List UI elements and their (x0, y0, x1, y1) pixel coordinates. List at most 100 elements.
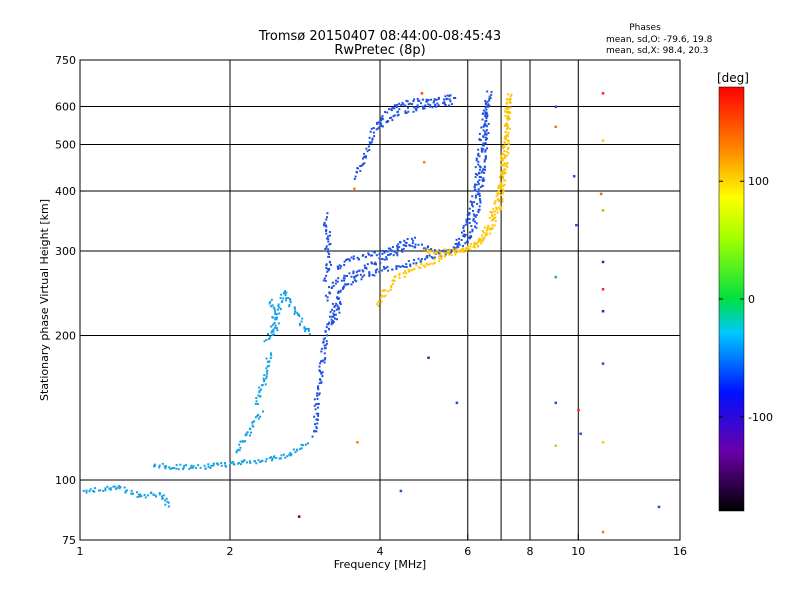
data-point (102, 489, 105, 492)
data-point (337, 306, 340, 309)
data-point (401, 265, 404, 267)
data-point (391, 106, 394, 109)
data-point (429, 104, 432, 107)
data-point (320, 360, 322, 363)
data-point (289, 299, 292, 302)
data-point (500, 208, 502, 211)
data-point (275, 457, 278, 460)
data-point (375, 303, 378, 306)
data-point (165, 497, 168, 500)
data-point (417, 99, 420, 102)
data-point (340, 265, 343, 268)
data-point (339, 289, 342, 292)
data-point (508, 101, 511, 104)
data-point (476, 180, 479, 183)
colorbar-label: [deg] (717, 71, 749, 85)
data-point (414, 246, 417, 249)
data-point (484, 142, 487, 145)
data-point (365, 266, 367, 269)
x-axis-ticks: 1 2 4 6 8 10 16 (77, 534, 687, 558)
data-point (324, 330, 327, 333)
data-point (473, 242, 476, 245)
data-point (354, 175, 357, 178)
data-point (326, 296, 329, 299)
data-point (282, 297, 285, 300)
data-point (336, 280, 339, 283)
y-axis-ticks: 75 100 200 300 400 500 600 750 (55, 54, 86, 547)
data-point (488, 97, 491, 100)
data-point (501, 188, 504, 191)
data-point (395, 265, 398, 268)
data-point (489, 211, 492, 213)
data-point (395, 266, 398, 269)
data-point (489, 227, 492, 230)
data-point (469, 245, 472, 248)
data-point (475, 159, 478, 162)
data-point (503, 141, 506, 144)
data-point (506, 116, 509, 119)
data-point (434, 103, 436, 106)
data-point (340, 279, 343, 282)
data-point (323, 221, 326, 224)
data-point (319, 378, 321, 381)
data-point (494, 220, 497, 223)
data-point (300, 447, 303, 450)
data-point (265, 377, 268, 380)
data-point (276, 308, 279, 311)
data-point (395, 106, 398, 108)
data-point (476, 190, 479, 193)
data-point (507, 140, 510, 142)
data-point (359, 273, 362, 276)
data-point (89, 488, 92, 491)
data-point (298, 315, 301, 318)
data-point (480, 176, 483, 179)
data-point (474, 183, 476, 186)
data-point (446, 249, 449, 252)
data-point (317, 385, 320, 388)
data-point (479, 201, 482, 204)
data-point (465, 249, 468, 252)
data-point (271, 329, 274, 332)
data-point (321, 375, 324, 378)
data-point (443, 248, 446, 251)
data-point (328, 253, 331, 255)
data-point (484, 124, 487, 127)
data-point (499, 185, 502, 188)
data-point (438, 257, 441, 260)
data-point (475, 243, 478, 246)
data-point (505, 164, 508, 167)
data-point (380, 117, 383, 120)
data-point (462, 227, 465, 230)
data-point (278, 312, 281, 315)
data-point (457, 250, 460, 253)
data-point (477, 192, 480, 195)
data-point (407, 106, 409, 109)
data-point (177, 468, 180, 471)
data-point (271, 334, 274, 336)
data-point (460, 239, 463, 241)
data-point (296, 449, 299, 452)
data-point (464, 242, 467, 245)
data-point (509, 98, 511, 101)
data-point (139, 493, 142, 496)
data-point (189, 466, 192, 469)
data-point (407, 103, 410, 106)
data-point (377, 127, 380, 130)
data-point (209, 467, 212, 469)
data-point (507, 117, 510, 120)
data-point (436, 250, 439, 253)
data-point (414, 243, 417, 246)
data-point (485, 133, 488, 136)
data-point (448, 98, 451, 101)
data-point (414, 236, 416, 239)
data-point (352, 272, 355, 275)
data-point (325, 229, 328, 231)
data-point (505, 98, 508, 101)
data-point (426, 256, 429, 259)
data-point (313, 404, 316, 407)
data-point (501, 200, 504, 203)
data-point (446, 97, 449, 100)
data-point (469, 237, 471, 240)
data-point (263, 380, 265, 383)
data-point (274, 311, 277, 314)
